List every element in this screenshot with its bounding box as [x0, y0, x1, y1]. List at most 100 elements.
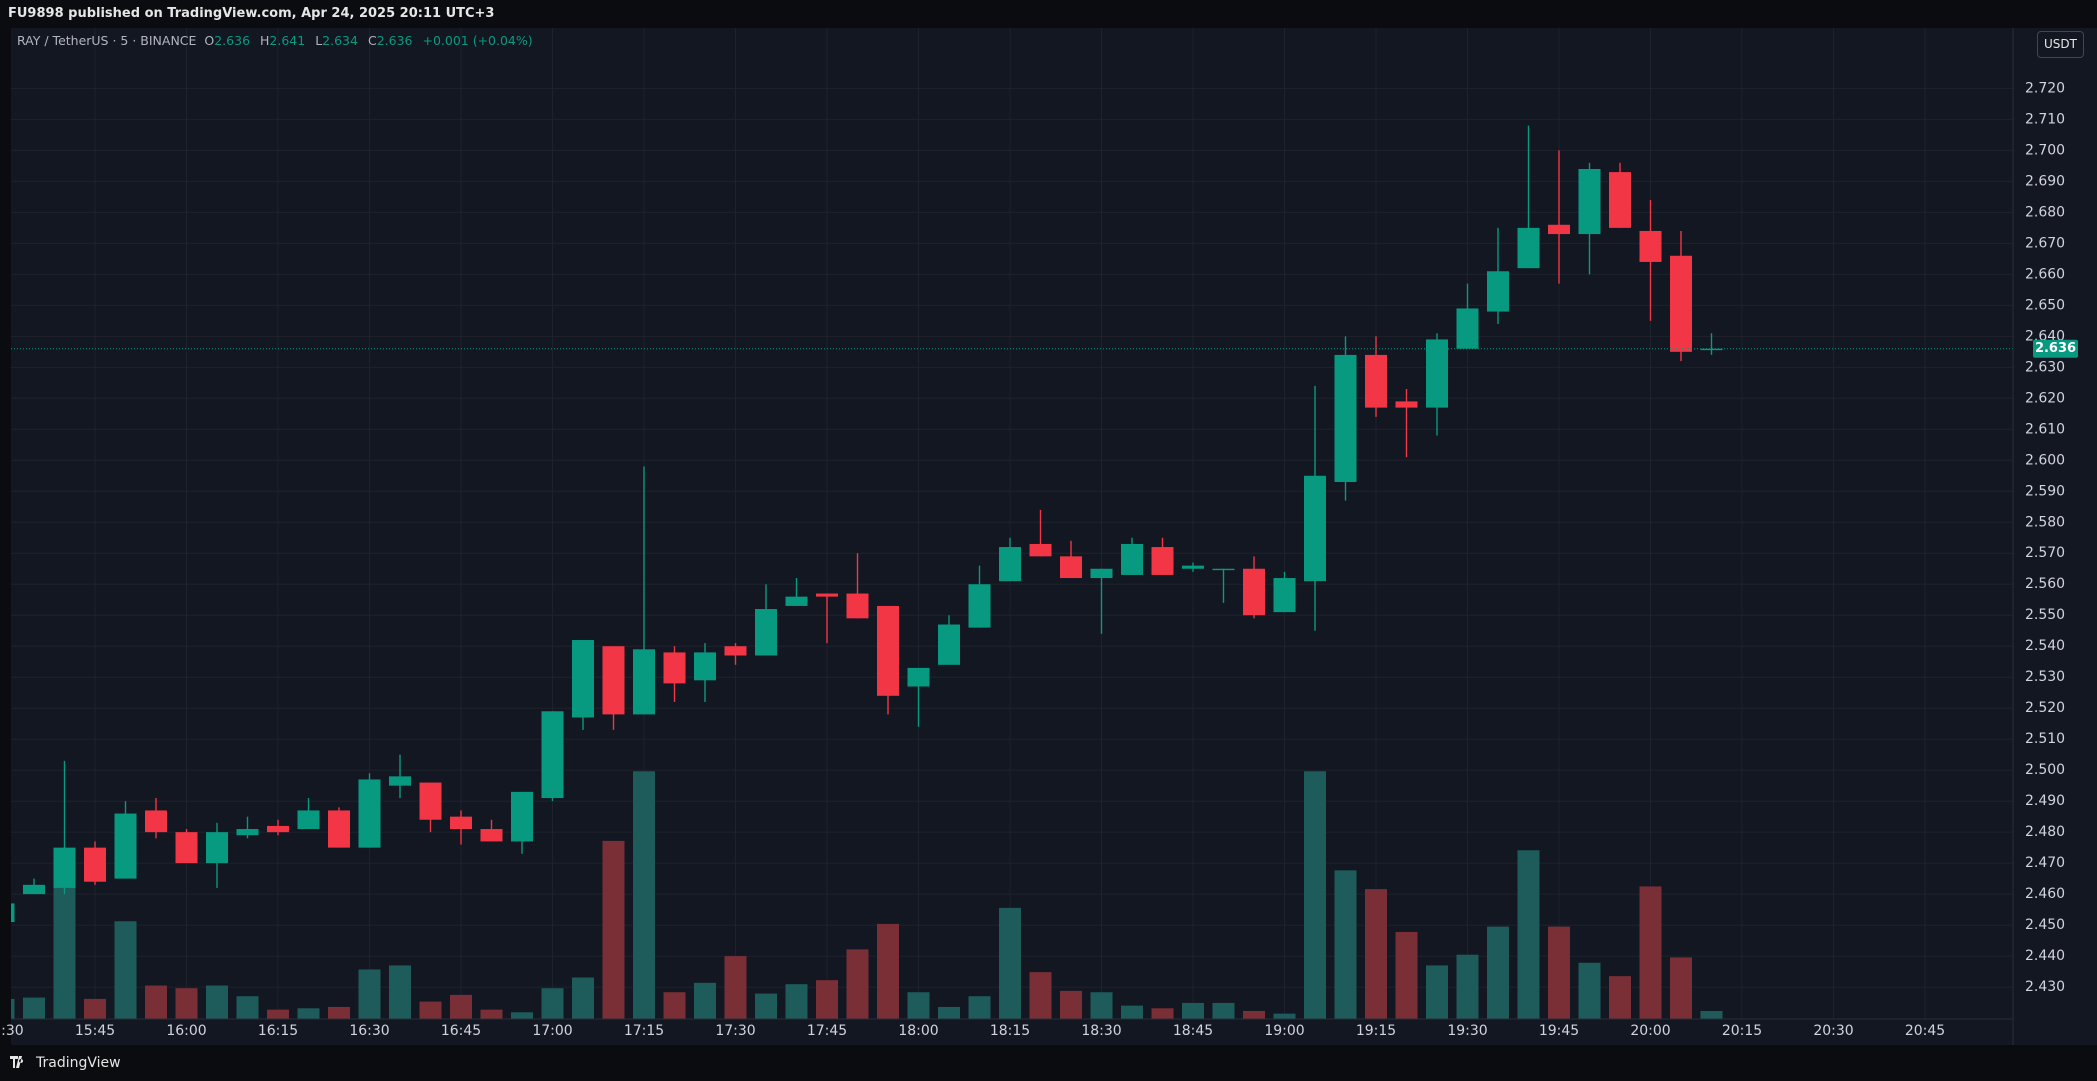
candle-body [663, 652, 686, 684]
y-tick-label: 2.610 [2025, 421, 2065, 437]
y-tick-label: 2.440 [2025, 948, 2065, 964]
candle-body [1517, 227, 1540, 269]
y-tick-label: 2.470 [2025, 855, 2065, 871]
volume-bar [389, 965, 411, 1019]
candle-body [389, 776, 411, 786]
x-tick-label: 20:30 [1813, 1023, 1853, 1039]
candle-body [1548, 224, 1570, 235]
volume-bar [846, 949, 869, 1019]
volume-bar [297, 1008, 320, 1019]
candle-body [175, 832, 198, 864]
volume-bar [1609, 976, 1631, 1019]
volume-bar [602, 840, 625, 1019]
candle-body [999, 547, 1021, 582]
volume-bar [694, 982, 716, 1019]
y-tick-label: 2.650 [2025, 297, 2065, 313]
ohlc-label: C [367, 33, 377, 48]
candle-body [1700, 348, 1723, 351]
candle-body [1273, 578, 1296, 613]
volume-bar [84, 998, 106, 1019]
y-tick-label: 2.570 [2025, 545, 2065, 561]
volume-bar [1700, 1010, 1723, 1019]
candle-body [938, 624, 960, 665]
brand: TradingView [36, 1055, 121, 1071]
candle-body [145, 810, 167, 833]
x-tick-label: 17:15 [624, 1023, 664, 1039]
candle-body [1060, 556, 1082, 579]
candle-body [53, 847, 76, 888]
candle-body [1609, 172, 1631, 228]
candles [11, 125, 2013, 923]
x-tick-label: 17:00 [532, 1023, 572, 1039]
ohlc-value: 2.636 [214, 33, 251, 48]
candle-body [206, 832, 228, 864]
candle-body [1456, 308, 1479, 349]
volume-bar [999, 907, 1021, 1019]
change: +0.001 (+0.04%) [422, 33, 533, 48]
candle-body [694, 652, 716, 681]
candle-body [11, 903, 15, 923]
candle-body [1639, 230, 1662, 262]
candle-body [114, 813, 137, 879]
footer: TradingView [0, 1045, 2097, 1081]
x-tick-label: 18:30 [1081, 1023, 1121, 1039]
candle-body [1182, 565, 1204, 569]
volume-bar [633, 771, 655, 1019]
volume-bar [145, 985, 167, 1019]
y-tick-label: 2.690 [2025, 173, 2065, 189]
y-tick-label: 2.580 [2025, 514, 2065, 530]
y-tick-label: 2.550 [2025, 607, 2065, 623]
candle-body [1365, 354, 1387, 408]
y-tick-label: 2.600 [2025, 452, 2065, 468]
volume-bar [1456, 954, 1479, 1019]
y-tick-label: 2.590 [2025, 483, 2065, 499]
volume-bar [1212, 1002, 1235, 1019]
x-tick-label: 20:00 [1630, 1023, 1670, 1039]
candle-body [1426, 339, 1448, 408]
ohlc-value: 2.636 [376, 33, 413, 48]
candle-body [1212, 568, 1235, 571]
y-tick-label: 2.540 [2025, 638, 2065, 654]
candle-body [633, 649, 655, 715]
volume-bar [23, 997, 45, 1019]
chart-background [11, 28, 2097, 1045]
candle-body [816, 593, 838, 597]
volume-bar [53, 869, 76, 1019]
candle-body [877, 605, 899, 696]
x-tick-label: 16:15 [258, 1023, 298, 1039]
volume-bar [114, 921, 137, 1019]
candle-body [907, 667, 930, 687]
x-tick-label: 16:30 [349, 1023, 389, 1039]
volume-bar [1304, 771, 1326, 1019]
candle-body [541, 711, 564, 799]
candle-body [1304, 475, 1326, 582]
publish-bar: FU9898 published on TradingView.com, Apr… [0, 0, 2097, 28]
y-tick-label: 2.620 [2025, 390, 2065, 406]
volume-bar [1243, 1010, 1265, 1019]
x-tick-label: 16:00 [166, 1023, 206, 1039]
volume-bar [1487, 926, 1509, 1019]
volume-bar [175, 988, 198, 1019]
volume-pane [11, 771, 1723, 1019]
volume-bar [1273, 1013, 1296, 1019]
volume-bar [572, 977, 594, 1019]
x-tick-label: 19:15 [1356, 1023, 1396, 1039]
ohlc-label: H [260, 33, 270, 48]
symbol: RAY / TetherUS · 5 · BINANCE [17, 33, 197, 48]
volume-bar [450, 994, 472, 1019]
volume-bar [1395, 931, 1418, 1019]
currency-button[interactable]: USDT [2037, 31, 2084, 58]
ohlc-value: 2.634 [322, 33, 358, 48]
volume-bar [663, 992, 686, 1019]
x-tick-label: 19:30 [1447, 1023, 1487, 1039]
volume-bar [1639, 886, 1662, 1019]
volume-bar [816, 980, 838, 1019]
candle-body [846, 593, 869, 619]
volume-bar [1670, 957, 1692, 1019]
candle-body [297, 810, 320, 830]
volume-bar [1029, 972, 1052, 1019]
y-tick-label: 2.560 [2025, 576, 2065, 592]
volume-bar [206, 985, 228, 1019]
